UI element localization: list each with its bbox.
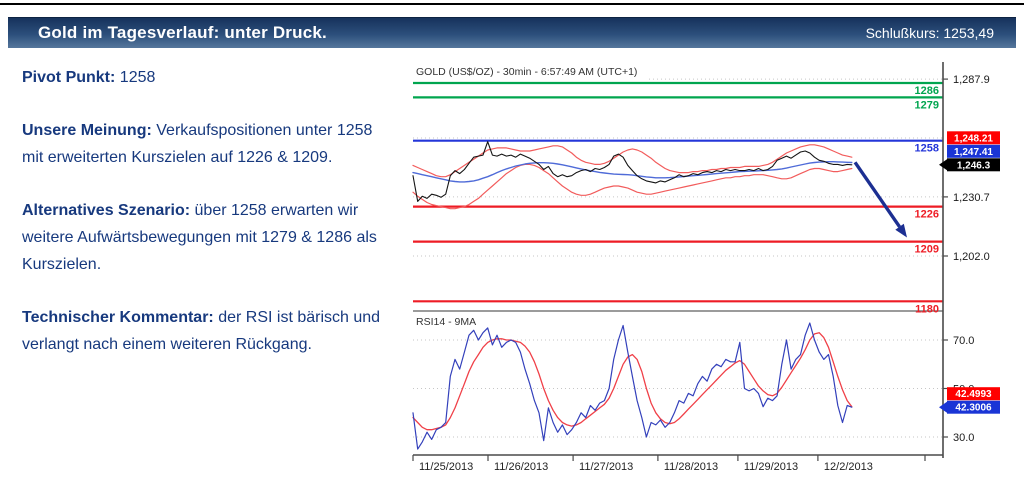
price-chart-region: 11/25/2013 11/26/2013 11/27/2013 11/28/2013… xyxy=(410,58,1024,478)
gold-intraday-chart: 11/25/2013 11/26/2013 11/27/2013 11/28/2013… xyxy=(411,61,1000,473)
alternative-scenario-paragraph: Alternatives Szenario: über 1258 erwarte… xyxy=(22,197,394,278)
moving-average-series xyxy=(412,160,853,183)
alternative-scenario-text: über 1258 erwarten wir weitere Aufwärtsb… xyxy=(22,202,377,273)
y-tick-label: 70.0 xyxy=(953,335,974,347)
value-tag-text: 1,246.3 xyxy=(957,160,991,171)
closing-price-label: Schlußkurs: 1253,49 xyxy=(865,25,994,41)
date-label: 11/29/2013 xyxy=(744,461,798,473)
date-label: 11/26/2013 xyxy=(494,461,548,473)
technical-comment-paragraph: Technischer Kommentar: der RSI ist bäris… xyxy=(22,304,394,358)
value-tag xyxy=(947,400,1000,414)
y-tick-label: 1,230.7 xyxy=(953,192,990,204)
header-bar: Gold im Tagesverlauf: unter Druck. Schlu… xyxy=(8,17,1016,48)
level-label-1258: 1258 xyxy=(915,143,939,155)
level-label-1180: 1180 xyxy=(915,303,939,315)
value-tag-text: 42.4993 xyxy=(955,389,992,400)
opinion-label: Unsere Meinung: xyxy=(22,122,152,139)
commentary-panel: Pivot Punkt: 1258 Unsere Meinung: Verkau… xyxy=(22,64,394,384)
value-tag-pointer xyxy=(939,401,947,413)
opinion-text: Verkaufspositionen unter 1258 mit erweit… xyxy=(22,122,373,166)
value-tag xyxy=(947,158,1000,172)
chart-title: GOLD (US$/OZ) - 30min - 6:57:49 AM (UTC+… xyxy=(416,66,637,78)
pivot-point-value: 1258 xyxy=(119,69,156,86)
bollinger-lower-series xyxy=(412,163,853,210)
value-tag xyxy=(947,387,1000,401)
level-label-1226: 1226 xyxy=(915,209,939,221)
rsi-series xyxy=(412,322,853,450)
technical-comment-text: der RSI ist bärisch und verlangt nach ei… xyxy=(22,309,381,353)
bearish-trend-arrowhead xyxy=(895,223,907,238)
value-tag-text: 1,247.41 xyxy=(954,147,993,158)
rsi-panel-label: RSI14 - 9MA xyxy=(416,316,476,328)
bollinger-upper-series xyxy=(412,144,853,178)
value-tag xyxy=(947,131,1000,145)
date-label: 11/25/2013 xyxy=(419,461,473,473)
date-label: 11/27/2013 xyxy=(579,461,633,473)
level-label-1279: 1279 xyxy=(915,99,939,111)
date-label: 11/28/2013 xyxy=(664,461,718,473)
price-series xyxy=(412,141,853,202)
chart-title-backing xyxy=(411,61,649,81)
rsi-ma-series xyxy=(412,332,853,431)
level-label-1209: 1209 xyxy=(915,244,939,256)
level-label-1286: 1286 xyxy=(915,85,939,97)
value-tag-text: 42.3006 xyxy=(955,403,992,414)
pivot-point-line: Pivot Punkt: 1258 xyxy=(22,64,394,91)
value-tag-pointer xyxy=(939,159,947,171)
bearish-trend-arrow xyxy=(853,161,901,228)
date-label: 12/2/2013 xyxy=(824,461,873,473)
opinion-paragraph: Unsere Meinung: Verkaufspositionen unter… xyxy=(22,117,394,171)
y-tick-label: 1,287.9 xyxy=(953,74,990,86)
alternative-scenario-label: Alternatives Szenario: xyxy=(22,202,191,219)
y-tick-label: 1,202.0 xyxy=(953,251,990,263)
report-title: Gold im Tagesverlauf: unter Druck. xyxy=(38,23,327,42)
pivot-point-label: Pivot Punkt: xyxy=(22,69,116,86)
technical-comment-label: Technischer Kommentar: xyxy=(22,309,214,326)
page-top-border xyxy=(0,3,1024,5)
value-tag xyxy=(947,144,1000,158)
y-tick-label: 30.0 xyxy=(953,432,974,444)
value-tag-text: 1,248.21 xyxy=(954,133,993,144)
